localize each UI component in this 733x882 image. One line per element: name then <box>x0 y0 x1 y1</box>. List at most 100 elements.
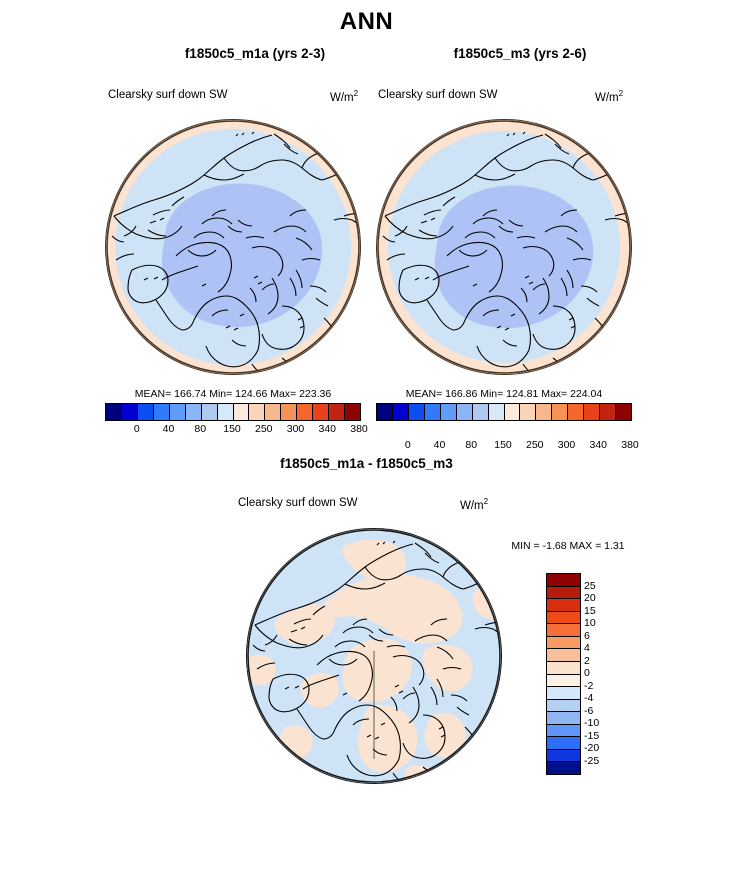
colorbar-segment <box>106 404 122 420</box>
colorbar-segment <box>440 404 457 420</box>
colorbar-segment <box>547 649 580 662</box>
polar-map-right-svg <box>377 120 631 374</box>
variable-label-difference: Clearsky surf down SW <box>238 497 358 509</box>
polar-map-difference-svg <box>247 529 501 783</box>
colorbar-tick-label: 20 <box>584 592 596 604</box>
colorbar-segment <box>424 404 441 420</box>
colorbar-tick-label: 380 <box>621 439 639 451</box>
polar-map-right <box>376 119 632 375</box>
colorbar-segment <box>121 404 138 420</box>
coastline-group <box>382 131 631 374</box>
colorbar-tick-label: 0 <box>584 667 590 679</box>
colorbar-tick-label: -10 <box>584 717 600 729</box>
colorbar-tick-label: 340 <box>589 439 608 451</box>
page-title: ANN <box>339 8 394 35</box>
colorbar-tick-label: 150 <box>494 439 512 451</box>
polar-map-difference <box>246 528 502 784</box>
colorbar-segment <box>249 404 266 420</box>
colorbar-segment <box>547 674 580 688</box>
variable-label-right: Clearsky surf down SW <box>378 89 498 101</box>
colorbar-segment <box>153 404 170 420</box>
colorbar-ticks-right: 0 40 80 150 250 300 340 380 <box>376 439 639 455</box>
stats-right: MEAN= 166.86 Min= 124.81 Max= 224.04 <box>405 388 603 400</box>
colorbar-tick-label: 2 <box>584 654 590 667</box>
colorbar-segment <box>201 404 218 420</box>
panel-title-right: f1850c5_m3 (yrs 2-6) <box>453 46 587 61</box>
map-outline <box>377 120 631 374</box>
colorbar-segment <box>185 404 202 420</box>
colorbar-horizontal-right <box>376 403 632 421</box>
unit-text-right: W/m <box>595 91 619 104</box>
colorbar-tick-label: 6 <box>584 629 590 642</box>
colorbar-tick-label: 80 <box>465 439 478 451</box>
unit-text-left: W/m <box>330 91 354 104</box>
polar-map-left <box>105 119 361 375</box>
colorbar-tick-label: -2 <box>584 679 594 692</box>
variable-label-left: Clearsky surf down SW <box>108 89 228 101</box>
colorbar-segment <box>408 404 425 420</box>
colorbar-segment <box>536 404 553 420</box>
colorbar-tick-label: 250 <box>525 439 544 451</box>
colorbar-segment <box>547 712 580 725</box>
colorbar-segment <box>488 404 505 420</box>
colorbar-segment <box>377 404 393 420</box>
colorbar-tick-label: 340 <box>318 423 337 435</box>
unit-label-left: W/m2 <box>330 89 358 104</box>
unit-label-right: W/m2 <box>595 89 623 104</box>
colorbar-ticks-left: 0 40 80 150 250 300 340 380 <box>105 423 368 439</box>
colorbar-tick-label: 40 <box>162 423 175 435</box>
colorbar-horizontal-left <box>105 403 361 421</box>
colorbar-tick-label: -6 <box>584 704 594 717</box>
colorbar-segment <box>547 699 580 713</box>
sea-inner-band <box>434 185 594 329</box>
colorbar-tick-label: 4 <box>584 642 590 654</box>
colorbar-segment <box>297 404 314 420</box>
colorbar-segment <box>313 404 330 420</box>
colorbar-segment <box>281 404 298 420</box>
colorbar-tick-label: -4 <box>584 692 594 704</box>
colorbar-tick-label: 0 <box>133 423 140 435</box>
colorbar-segment <box>547 661 580 675</box>
colorbar-tick-label: 250 <box>254 423 273 435</box>
unit-exponent-left: 2 <box>353 89 359 98</box>
colorbar-tick-label: 10 <box>584 617 596 629</box>
colorbar-segment <box>600 404 617 420</box>
colorbar-segment <box>547 749 580 763</box>
colorbar-segment <box>472 404 489 420</box>
colorbar-segment <box>552 404 569 420</box>
colorbar-segment <box>137 404 154 420</box>
unit-text-difference: W/m <box>460 499 484 512</box>
colorbar-segment <box>547 599 580 612</box>
colorbar-segment <box>547 724 580 738</box>
colorbar-segment <box>217 404 234 420</box>
colorbar-tick-label: 40 <box>433 439 446 451</box>
stats-left: MEAN= 166.74 Min= 124.66 Max= 223.36 <box>134 388 332 400</box>
colorbar-tick-label: 0 <box>404 439 411 451</box>
colorbar-segment <box>547 762 580 774</box>
panel-title-difference: f1850c5_m1a - f1850c5_m3 <box>280 456 453 471</box>
colorbar-segment <box>169 404 186 420</box>
colorbar-tick-label: -25 <box>584 754 600 767</box>
colorbar-vertical-ticks: 25 20 15 10 6 4 2 0 -2 -4 -6 -10 -15 -20 -25 <box>584 573 624 773</box>
colorbar-segment <box>233 404 250 420</box>
map-outline <box>106 120 360 374</box>
colorbar-segment <box>584 404 601 420</box>
stats-difference: MIN = -1.68 MAX = 1.31 <box>511 540 625 552</box>
polar-map-left-svg <box>106 120 360 374</box>
colorbar-segment <box>345 404 360 420</box>
colorbar-segment <box>265 404 282 420</box>
colorbar-segment <box>456 404 473 420</box>
colorbar-segment <box>547 574 580 587</box>
colorbar-tick-label: 80 <box>194 423 207 435</box>
colorbar-segment <box>547 737 580 750</box>
colorbar-tick-label: 300 <box>557 439 576 451</box>
colorbar-segment <box>504 404 521 420</box>
colorbar-segment <box>329 404 346 420</box>
colorbar-segment <box>547 624 580 637</box>
unit-label-difference: W/m2 <box>460 497 488 512</box>
colorbar-tick-label: 300 <box>286 423 305 435</box>
colorbar-tick-label: -20 <box>584 742 600 754</box>
colorbar-segment <box>547 636 580 650</box>
colorbar-tick-label: -15 <box>584 729 600 742</box>
sea-inner-band <box>161 183 323 328</box>
